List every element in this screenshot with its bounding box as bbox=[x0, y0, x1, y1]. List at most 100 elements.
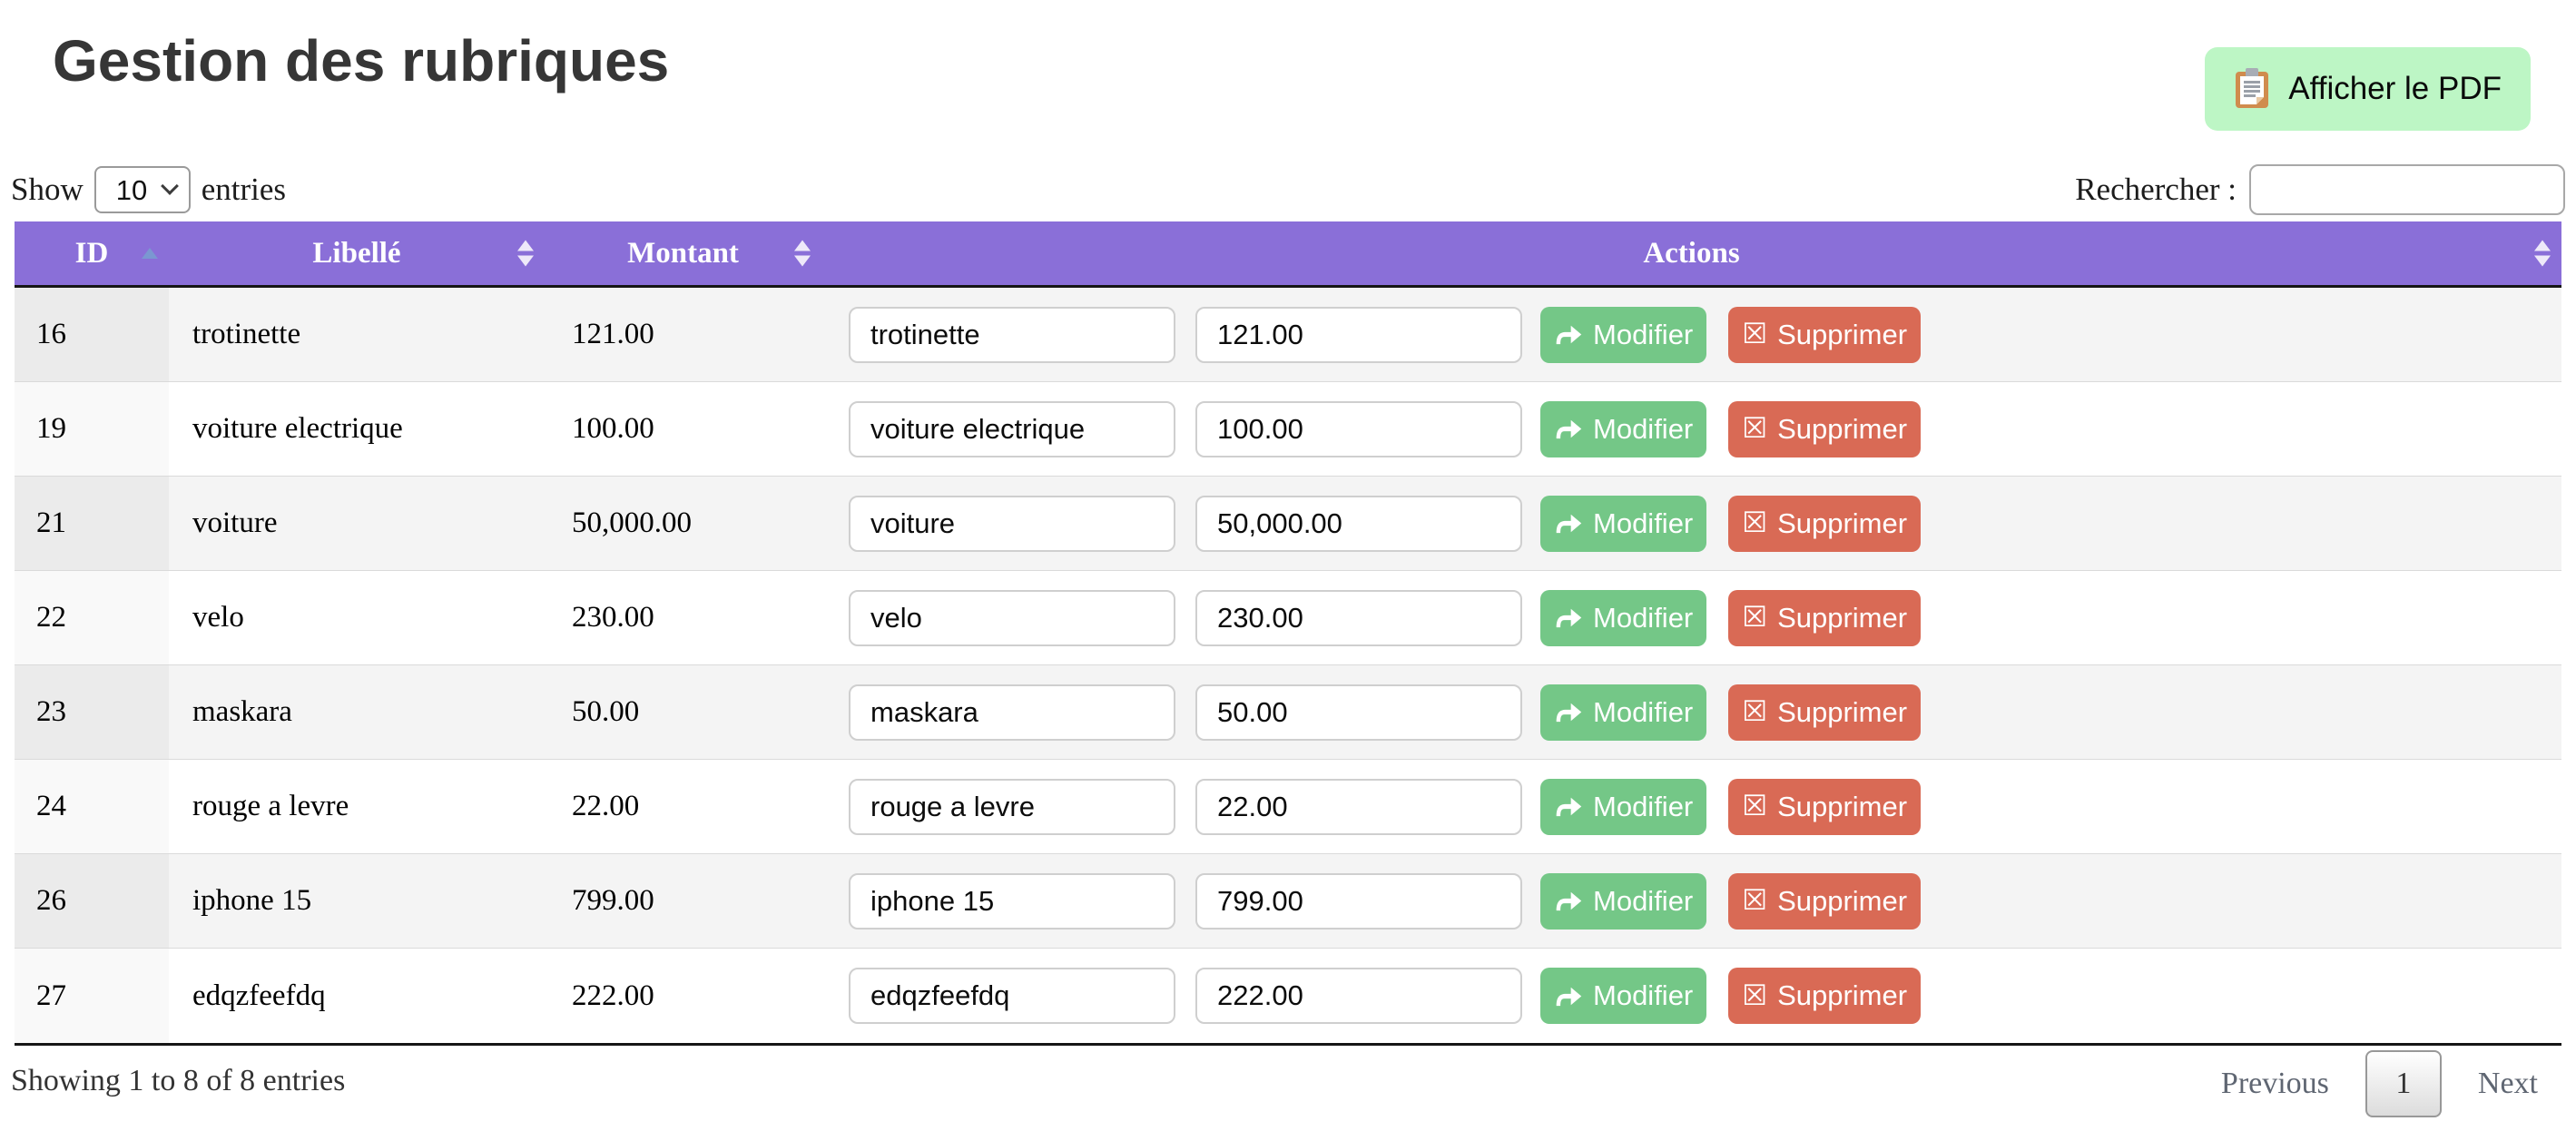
supprimer-button[interactable]: ☒ Supprimer bbox=[1728, 306, 1922, 363]
libelle-input[interactable] bbox=[849, 306, 1175, 363]
table-row: 16 trotinette 121.00 Modifier ☒ Supprime… bbox=[15, 288, 2561, 382]
modifier-label: Modifier bbox=[1593, 507, 1694, 539]
cell-libelle: maskara bbox=[192, 695, 292, 728]
libelle-input[interactable] bbox=[849, 589, 1175, 646]
table-row: 21 voiture 50,000.00 Modifier ☒ Supprime… bbox=[15, 477, 2561, 571]
montant-input[interactable] bbox=[1195, 778, 1522, 835]
cell-libelle: velo bbox=[192, 601, 244, 634]
cell-libelle: edqzfeefdq bbox=[192, 979, 326, 1012]
montant-input[interactable] bbox=[1195, 400, 1522, 457]
cell-montant: 222.00 bbox=[572, 979, 654, 1012]
sort-both-icon bbox=[2534, 240, 2551, 267]
table-row: 26 iphone 15 799.00 Modifier ☒ Supprimer bbox=[15, 854, 2561, 949]
cell-montant: 799.00 bbox=[572, 884, 654, 917]
modifier-label: Modifier bbox=[1593, 884, 1694, 917]
modifier-button[interactable]: Modifier bbox=[1540, 968, 1707, 1024]
modifier-button[interactable]: Modifier bbox=[1540, 495, 1707, 552]
supprimer-button[interactable]: ☒ Supprimer bbox=[1728, 968, 1922, 1024]
page-length-control: Show 10 entries bbox=[11, 166, 286, 213]
libelle-input[interactable] bbox=[849, 495, 1175, 552]
x-box-icon: ☒ bbox=[1742, 318, 1768, 350]
supprimer-label: Supprimer bbox=[1777, 601, 1908, 634]
cell-actions: Modifier ☒ Supprimer bbox=[821, 949, 2561, 1043]
modifier-label: Modifier bbox=[1593, 412, 1694, 445]
modifier-label: Modifier bbox=[1593, 979, 1694, 1011]
page-title: Gestion des rubriques bbox=[53, 28, 670, 93]
supprimer-button[interactable]: ☒ Supprimer bbox=[1728, 495, 1922, 552]
cell-actions: Modifier ☒ Supprimer bbox=[821, 760, 2561, 853]
next-page-button[interactable]: Next bbox=[2477, 1067, 2538, 1100]
libelle-input[interactable] bbox=[849, 684, 1175, 741]
cell-id: 21 bbox=[15, 477, 169, 570]
cell-montant: 50.00 bbox=[572, 695, 640, 728]
supprimer-label: Supprimer bbox=[1777, 695, 1908, 728]
montant-input[interactable] bbox=[1195, 589, 1522, 646]
cell-actions: Modifier ☒ Supprimer bbox=[821, 477, 2561, 570]
search-label: Rechercher : bbox=[2075, 172, 2237, 207]
x-box-icon: ☒ bbox=[1742, 412, 1768, 445]
column-header-libelle[interactable]: Libellé bbox=[169, 221, 545, 285]
page-length-select[interactable]: 10 bbox=[93, 166, 191, 213]
cell-actions: Modifier ☒ Supprimer bbox=[821, 665, 2561, 759]
cell-montant: 100.00 bbox=[572, 412, 654, 445]
libelle-input[interactable] bbox=[849, 968, 1175, 1024]
cell-libelle: rouge a levre bbox=[192, 790, 349, 822]
arrow-hook-right-icon bbox=[1556, 703, 1582, 723]
sort-both-icon bbox=[517, 240, 534, 267]
previous-page-button[interactable]: Previous bbox=[2220, 1067, 2329, 1100]
supprimer-button[interactable]: ☒ Supprimer bbox=[1728, 872, 1922, 930]
modifier-button[interactable]: Modifier bbox=[1540, 589, 1707, 646]
cell-id: 19 bbox=[15, 382, 169, 476]
supprimer-label: Supprimer bbox=[1777, 318, 1908, 350]
table-body: 16 trotinette 121.00 Modifier ☒ Supprime… bbox=[15, 288, 2561, 1046]
sort-asc-icon bbox=[142, 248, 158, 259]
modifier-button[interactable]: Modifier bbox=[1540, 400, 1707, 457]
montant-input[interactable] bbox=[1195, 968, 1522, 1024]
arrow-hook-right-icon bbox=[1556, 419, 1582, 439]
column-header-montant[interactable]: Montant bbox=[545, 221, 821, 285]
montant-input[interactable] bbox=[1195, 684, 1522, 741]
show-label: Show bbox=[11, 172, 84, 207]
supprimer-button[interactable]: ☒ Supprimer bbox=[1728, 684, 1922, 741]
supprimer-label: Supprimer bbox=[1777, 979, 1908, 1011]
cell-id: 27 bbox=[15, 949, 169, 1043]
page-length-select-wrap: 10 bbox=[93, 166, 191, 213]
arrow-hook-right-icon bbox=[1556, 797, 1582, 817]
modifier-button[interactable]: Modifier bbox=[1540, 306, 1707, 363]
modifier-label: Modifier bbox=[1593, 695, 1694, 728]
modifier-button[interactable]: Modifier bbox=[1540, 684, 1707, 741]
libelle-input[interactable] bbox=[849, 872, 1175, 930]
afficher-pdf-button[interactable]: Afficher le PDF bbox=[2205, 47, 2531, 131]
cell-id: 22 bbox=[15, 571, 169, 664]
table-row: 23 maskara 50.00 Modifier ☒ Supprimer bbox=[15, 665, 2561, 760]
montant-input[interactable] bbox=[1195, 495, 1522, 552]
x-box-icon: ☒ bbox=[1742, 979, 1768, 1012]
x-box-icon: ☒ bbox=[1742, 790, 1768, 822]
montant-input[interactable] bbox=[1195, 872, 1522, 930]
x-box-icon: ☒ bbox=[1742, 507, 1768, 539]
modifier-label: Modifier bbox=[1593, 790, 1694, 822]
libelle-input[interactable] bbox=[849, 778, 1175, 835]
modifier-label: Modifier bbox=[1593, 318, 1694, 350]
montant-input[interactable] bbox=[1195, 306, 1522, 363]
modifier-button[interactable]: Modifier bbox=[1540, 778, 1707, 835]
cell-id: 24 bbox=[15, 760, 169, 853]
column-header-actions[interactable]: Actions bbox=[821, 221, 2561, 285]
page-number-button[interactable]: 1 bbox=[2365, 1050, 2442, 1117]
supprimer-label: Supprimer bbox=[1777, 412, 1908, 445]
search-input[interactable] bbox=[2249, 164, 2565, 215]
cell-montant: 50,000.00 bbox=[572, 507, 692, 539]
arrow-hook-right-icon bbox=[1556, 891, 1582, 911]
libelle-input[interactable] bbox=[849, 400, 1175, 457]
supprimer-button[interactable]: ☒ Supprimer bbox=[1728, 589, 1922, 646]
modifier-button[interactable]: Modifier bbox=[1540, 872, 1707, 930]
supprimer-button[interactable]: ☒ Supprimer bbox=[1728, 778, 1922, 835]
supprimer-button[interactable]: ☒ Supprimer bbox=[1728, 400, 1922, 457]
clipboard-icon bbox=[2236, 68, 2269, 108]
search-control: Rechercher : bbox=[2075, 164, 2565, 215]
cell-libelle: voiture bbox=[192, 507, 278, 539]
entries-label: entries bbox=[201, 172, 287, 207]
column-header-id[interactable]: ID bbox=[15, 221, 169, 285]
cell-actions: Modifier ☒ Supprimer bbox=[821, 382, 2561, 476]
pagination: Previous 1 Next bbox=[2221, 1048, 2538, 1120]
